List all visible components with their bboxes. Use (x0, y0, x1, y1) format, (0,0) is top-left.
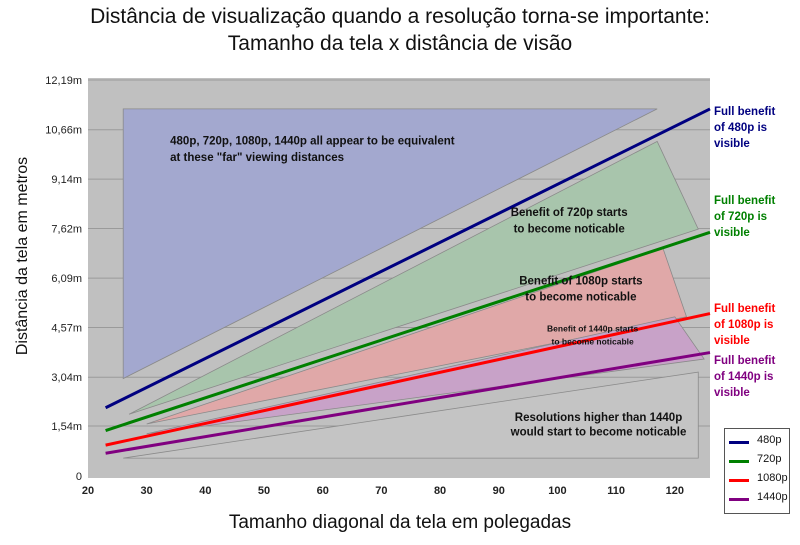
region-annotation-720p: to become noticable (514, 223, 625, 235)
x-tick-label: 20 (82, 485, 94, 497)
legend-item-480p: 480p (729, 433, 789, 451)
x-tick-label: 40 (199, 485, 211, 497)
region-far (122, 108, 658, 380)
y-tick-label: 0 (76, 471, 82, 483)
legend-item-720p: 720p (729, 452, 789, 470)
x-tick-label: 60 (317, 485, 329, 497)
y-tick-label: 4,57m (51, 323, 82, 335)
x-tick-label: 110 (607, 485, 625, 497)
x-tick-label: 30 (141, 485, 153, 497)
legend-item-1080p: 1080p (729, 471, 789, 489)
region-annotation-1440p: to become noticable (552, 336, 634, 346)
x-tick-label: 70 (375, 485, 387, 497)
legend-swatch (729, 498, 749, 501)
region-annotation-far: 480p, 720p, 1080p, 1440p all appear to b… (170, 136, 455, 148)
series-end-label-720p: Full benefit of 720p is visible (714, 195, 776, 239)
series-end-label-480p: Full benefit of 480p is visible (714, 106, 776, 150)
y-tick-label: 6,09m (51, 273, 82, 285)
y-tick-label: 7,62m (51, 223, 82, 235)
series-end-label-1440p: Full benefit of 1440p is visible (714, 355, 776, 399)
legend-label: 480p (757, 434, 782, 446)
x-axis-label: Tamanho diagonal da tela em polegadas (228, 512, 572, 533)
y-tick-label: 12,19m (45, 75, 82, 87)
legend-label: 720p (757, 453, 782, 465)
legend-swatch (729, 479, 749, 482)
region-annotation-higher: would start to become noticable (510, 426, 687, 438)
y-tick-label: 9,14m (51, 174, 82, 186)
region-annotation-1440p: Benefit of 1440p starts (547, 323, 638, 333)
x-tick-label: 100 (548, 485, 566, 497)
series-line-1080p (105, 312, 711, 447)
series-line-480p (104, 107, 711, 410)
region-higher (123, 371, 699, 459)
chart-title-line2: Tamanho da tela x distância de visão (227, 32, 573, 55)
x-tick-label: 120 (666, 485, 684, 497)
series-end-label-1080p: Full benefit of 1080p is visible (714, 303, 776, 347)
region-annotation-720p: Benefit of 720p starts (511, 207, 628, 219)
region-annotation-higher: Resolutions higher than 1440p (515, 412, 682, 424)
region-annotation-1080p: to become noticable (525, 292, 636, 304)
legend-swatch (729, 460, 749, 463)
x-tick-label: 50 (258, 485, 270, 497)
x-tick-label: 90 (493, 485, 505, 497)
legend-label: 1080p (757, 472, 788, 484)
series-line-1440p (105, 351, 711, 455)
chart-title-line1: Distância de visualização quando a resol… (90, 5, 710, 28)
y-tick-label: 3,04m (51, 372, 82, 384)
region-720p (128, 140, 699, 415)
region-1080p (146, 248, 688, 425)
x-tick-label: 80 (434, 485, 446, 497)
region-annotation-1080p: Benefit of 1080p starts (519, 275, 642, 287)
legend-label: 1440p (757, 491, 788, 503)
y-tick-label: 10,66m (45, 125, 82, 137)
series-line-720p (105, 230, 711, 432)
legend-swatch (729, 441, 749, 444)
legend-item-1440p: 1440p (729, 490, 789, 508)
region-annotation-far: at these "far" viewing distances (170, 152, 344, 164)
y-tick-label: 1,54m (51, 421, 82, 433)
legend: 480p 720p 1080p 1440p (724, 428, 790, 514)
y-axis-label: Distância da tela em metros (14, 156, 31, 356)
